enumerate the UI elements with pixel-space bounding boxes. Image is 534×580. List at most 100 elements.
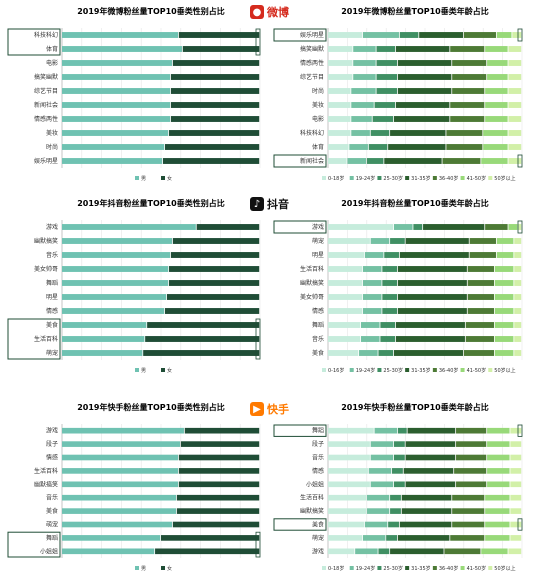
bar-segment bbox=[450, 102, 485, 108]
bar-segment bbox=[456, 427, 487, 434]
bar-segment bbox=[374, 102, 396, 108]
bar-segment bbox=[508, 102, 522, 108]
bar-segment bbox=[393, 441, 405, 447]
chart-title: 2019年快手粉丝量TOP10垂类年龄占比 bbox=[341, 402, 489, 412]
bar-segment bbox=[170, 102, 260, 108]
bar-segment bbox=[397, 294, 467, 300]
bar-segment bbox=[172, 60, 260, 66]
bar-segment bbox=[351, 88, 376, 94]
bar-segment bbox=[485, 521, 510, 528]
legend-swatch bbox=[161, 368, 165, 372]
category-label: 舞蹈 bbox=[312, 427, 324, 435]
bar-segment bbox=[399, 521, 452, 528]
highlight-box bbox=[273, 220, 327, 234]
bar-segment bbox=[467, 280, 495, 286]
bar-segment bbox=[328, 60, 353, 66]
bar-segment bbox=[170, 74, 260, 80]
category-label: 段子 bbox=[46, 440, 58, 448]
category-label: 情感两性 bbox=[34, 115, 58, 123]
legend-swatch bbox=[432, 368, 437, 372]
legend-swatch bbox=[460, 368, 465, 372]
category-label: 情感 bbox=[46, 454, 58, 462]
category-label: 舞蹈 bbox=[46, 534, 58, 542]
legend-swatch bbox=[405, 566, 410, 570]
legend-swatch bbox=[135, 176, 139, 180]
bar-segment bbox=[496, 32, 512, 38]
bar-segment bbox=[359, 350, 378, 356]
bar-segment bbox=[405, 238, 469, 244]
douyin-age-panel: 2019年抖音粉丝量TOP10垂类年龄占比 游戏 萌宠 明星 生活百科 幽默搞笑 美女帅哥情… bbox=[272, 194, 530, 380]
legend-label: 36-40岁 bbox=[439, 367, 459, 374]
bar-segment bbox=[362, 308, 382, 314]
bar-segment bbox=[508, 116, 522, 122]
legend-swatch bbox=[322, 176, 326, 180]
legend-swatch bbox=[322, 368, 326, 372]
bar-segment bbox=[370, 441, 394, 447]
bar-segment bbox=[487, 427, 510, 434]
bar-segment bbox=[496, 238, 514, 244]
legend-swatch bbox=[460, 176, 465, 180]
bar-segment bbox=[508, 130, 522, 136]
bar-segment bbox=[384, 158, 442, 164]
bar-segment bbox=[360, 322, 380, 328]
category-label: 美食 bbox=[312, 521, 324, 529]
bar-segment bbox=[62, 308, 165, 314]
weibo-age-chart: 2019年微博粉丝量TOP10垂类年龄占比娱乐明星搞笑幽默情感两性综艺节目时尚美… bbox=[273, 6, 523, 182]
bar-segment bbox=[362, 32, 399, 38]
legend-label: 50岁以上 bbox=[494, 175, 515, 182]
bar-segment bbox=[401, 508, 452, 514]
category-label: 萌宠 bbox=[46, 521, 58, 529]
kuaishou-logo-text: 快手 bbox=[267, 403, 289, 416]
bar-segment bbox=[382, 294, 398, 300]
douyin-logo: ♪ 抖音 bbox=[250, 196, 289, 212]
bar-segment bbox=[196, 224, 260, 230]
bar-segment bbox=[510, 427, 522, 434]
bar-segment bbox=[164, 308, 260, 314]
highlight-box-end bbox=[517, 424, 523, 437]
bar-segment bbox=[397, 74, 452, 80]
weibo-icon: ● bbox=[250, 5, 264, 19]
bar-segment bbox=[62, 116, 171, 122]
bar-segment bbox=[399, 32, 419, 38]
legend-label: 25-30岁 bbox=[383, 175, 403, 182]
bar-segment bbox=[166, 294, 260, 300]
bar-segment bbox=[514, 336, 522, 342]
bar-segment bbox=[62, 266, 169, 272]
bar-segment bbox=[180, 441, 260, 447]
bar-segment bbox=[376, 88, 398, 94]
category-label: 幽默搞笑 bbox=[34, 237, 58, 245]
legend-label: 25-30岁 bbox=[383, 565, 403, 572]
douyin-logo-text: 抖音 bbox=[267, 198, 289, 211]
bar-segment bbox=[328, 266, 363, 272]
bar-segment bbox=[397, 427, 407, 434]
bar-segment bbox=[452, 88, 485, 94]
category-label: 时尚 bbox=[46, 143, 58, 151]
category-label: 音乐 bbox=[46, 494, 58, 502]
bar-segment bbox=[397, 266, 467, 272]
highlight-box-end bbox=[517, 28, 523, 42]
douyin-age-chart: 2019年抖音粉丝量TOP10垂类年龄占比游戏萌宠明星生活百科幽默搞笑美女帅哥情… bbox=[273, 198, 523, 374]
bar-segment bbox=[328, 74, 353, 80]
legend-label: 31-35岁 bbox=[411, 175, 431, 182]
bar-segment bbox=[351, 116, 372, 122]
bar-segment bbox=[184, 427, 260, 434]
category-label: 幽默搞笑 bbox=[300, 279, 324, 287]
bar-segment bbox=[328, 322, 361, 328]
bar-segment bbox=[353, 60, 376, 66]
bar-segment bbox=[328, 88, 351, 94]
bar-segment bbox=[514, 322, 522, 328]
bar-segment bbox=[403, 468, 454, 474]
legend-swatch bbox=[377, 176, 382, 180]
bar-segment bbox=[62, 494, 177, 501]
bar-segment bbox=[347, 158, 366, 164]
highlight-box bbox=[7, 318, 61, 360]
highlight-box-end bbox=[517, 220, 523, 234]
category-label: 萌宠 bbox=[46, 349, 58, 357]
bar-segment bbox=[390, 548, 444, 555]
bar-segment bbox=[463, 350, 495, 356]
bar-segment bbox=[178, 481, 260, 488]
bar-segment bbox=[485, 535, 510, 541]
bar-segment bbox=[485, 224, 508, 230]
bar-segment bbox=[393, 224, 413, 230]
bar-segment bbox=[382, 280, 398, 286]
